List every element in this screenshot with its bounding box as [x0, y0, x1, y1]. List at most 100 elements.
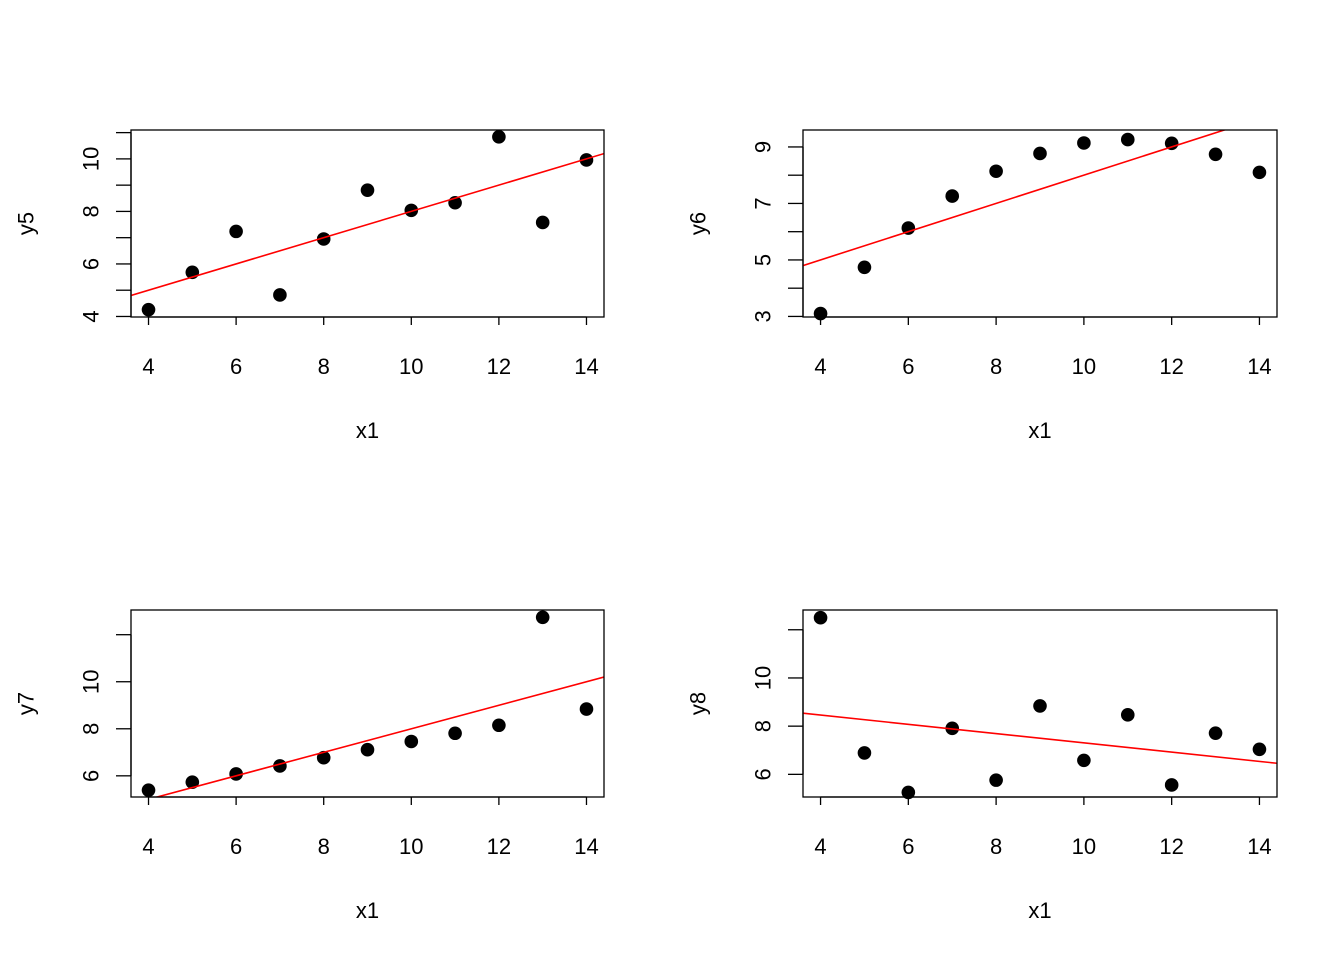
panel-y8-vs-x1: 4 6 8 10 12 14 x1 6 8 10 y8	[686, 609, 1278, 923]
data-point	[857, 746, 872, 760]
y-tick-label: 8	[79, 205, 104, 217]
x-tick-label: 4	[142, 354, 154, 379]
x-tick-label: 14	[1247, 354, 1271, 379]
x-tick-label: 6	[902, 834, 914, 859]
data-point	[229, 224, 243, 239]
x-tick-label: 14	[574, 354, 598, 379]
data-point	[448, 726, 462, 741]
data-point	[813, 610, 828, 625]
x-tick-label: 12	[487, 354, 511, 379]
data-point	[579, 153, 594, 167]
y-axis: 3 5 7 9	[751, 141, 804, 323]
data-point	[901, 221, 916, 235]
x-axis-title: x1	[356, 418, 379, 443]
x-tick-label: 4	[814, 834, 826, 859]
data-point	[360, 742, 375, 757]
data-point	[989, 773, 1003, 787]
data-point	[1164, 778, 1179, 792]
data-points	[813, 610, 1267, 800]
x-tick-label: 10	[399, 354, 423, 379]
data-point	[273, 288, 287, 302]
x-tick-label: 12	[487, 834, 511, 859]
x-tick-label: 10	[399, 834, 423, 859]
data-point	[492, 718, 506, 733]
y-tick-label: 10	[79, 147, 104, 171]
data-point	[1252, 742, 1267, 757]
x-axis-title: x1	[1028, 898, 1051, 923]
x-tick-label: 12	[1159, 354, 1183, 379]
data-point	[185, 775, 200, 789]
data-point	[989, 164, 1003, 179]
y-tick-label: 10	[751, 666, 776, 690]
x-tick-label: 8	[990, 834, 1002, 859]
plot-frame	[802, 609, 1278, 798]
y-axis-title: y6	[686, 212, 711, 235]
x-tick-label: 6	[902, 354, 914, 379]
x-tick-label: 14	[1247, 834, 1271, 859]
data-point	[1120, 708, 1135, 722]
regression-line	[803, 712, 1277, 765]
data-point	[1208, 726, 1223, 740]
x-tick-label: 8	[318, 834, 330, 859]
x-tick-label: 6	[230, 354, 242, 379]
y-tick-label: 6	[751, 768, 776, 780]
x-axis: 4 6 8 10 12 14	[814, 316, 1272, 379]
data-point	[1033, 146, 1047, 161]
data-point	[316, 750, 331, 765]
x-axis-title: x1	[356, 898, 379, 923]
y-tick-label: 6	[79, 770, 104, 782]
y-axis-title: y5	[14, 212, 39, 235]
panel-y6-vs-x1: 4 6 8 10 12 14 x1 3 5 7 9 y6	[686, 129, 1278, 443]
x-tick-label: 4	[814, 354, 826, 379]
data-point	[360, 183, 375, 197]
data-point	[492, 130, 506, 144]
data-point	[1033, 699, 1047, 713]
x-tick-label: 6	[230, 834, 242, 859]
x-axis: 4 6 8 10 12 14	[814, 796, 1272, 859]
x-tick-label: 14	[574, 834, 598, 859]
data-point	[1164, 136, 1179, 151]
data-point	[1208, 147, 1223, 162]
y-tick-label: 5	[751, 254, 776, 266]
data-point	[945, 189, 960, 203]
y-tick-label: 8	[751, 720, 776, 732]
data-point	[1252, 165, 1267, 180]
plot-frame	[802, 129, 1278, 318]
y-axis: 6 8 10	[79, 634, 132, 782]
plot-frame	[130, 609, 605, 798]
data-point	[404, 203, 419, 218]
panel-y5-vs-x1: 4 6 8 10 12 14 x1 4 6 8 10 y5	[14, 129, 605, 443]
data-point	[813, 306, 828, 321]
y-tick-label: 4	[79, 310, 104, 322]
y-axis: 6 8 10	[751, 629, 804, 780]
y-tick-label: 8	[79, 723, 104, 735]
regression-line	[131, 152, 604, 297]
y-tick-label: 10	[79, 669, 104, 693]
x-tick-label: 10	[1072, 834, 1096, 859]
x-axis-title: x1	[1028, 418, 1051, 443]
y-tick-label: 3	[751, 310, 776, 322]
x-axis: 4 6 8 10 12 14	[142, 316, 599, 379]
data-point	[1077, 136, 1091, 150]
y-tick-label: 9	[751, 141, 776, 153]
plot-frame	[130, 129, 605, 318]
y-tick-label: 7	[751, 197, 776, 209]
data-point	[535, 610, 550, 625]
y-axis-title: y7	[14, 692, 39, 715]
data-point	[579, 702, 594, 716]
y-axis-title: y8	[686, 692, 711, 715]
x-tick-label: 4	[142, 834, 154, 859]
data-point	[141, 783, 156, 797]
data-point	[404, 734, 419, 749]
data-point	[1077, 753, 1091, 768]
y-tick-label: 6	[79, 258, 104, 270]
regression-line	[803, 130, 1227, 267]
x-tick-label: 12	[1159, 834, 1183, 859]
data-points	[813, 132, 1267, 321]
data-point	[857, 260, 872, 275]
data-point	[901, 785, 916, 800]
x-tick-label: 8	[318, 354, 330, 379]
data-point	[316, 232, 331, 246]
